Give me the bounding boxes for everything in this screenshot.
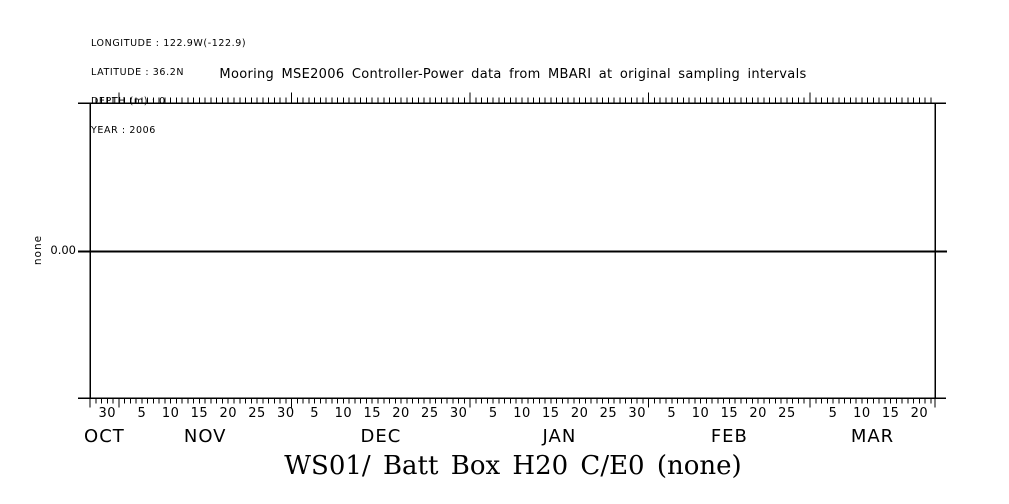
- station-metadata-block: LONGITUDE : 122.9W(-122.9) LATITUDE : 36…: [91, 20, 246, 154]
- metadata-longitude: LONGITUDE : 122.9W(-122.9): [91, 38, 247, 50]
- x-tick-label-day: 15: [190, 406, 209, 421]
- x-tick-label-day: 5: [828, 406, 838, 421]
- x-axis-month-label: DEC: [360, 426, 402, 447]
- x-tick-label-day: 15: [881, 406, 900, 421]
- x-tick-label-day: 20: [570, 406, 589, 421]
- metadata-year: YEAR : 2006: [91, 124, 156, 136]
- x-tick-label-day: 25: [421, 406, 439, 421]
- chart-title: Mooring MSE2006 Controller-Power data fr…: [219, 67, 807, 82]
- x-tick-label-day: 25: [248, 406, 266, 421]
- metadata-latitude: LATITUDE : 36.2N: [91, 66, 185, 78]
- x-tick-label-day: 20: [749, 406, 767, 421]
- x-tick-label-day: 25: [599, 406, 618, 421]
- x-tick-label-day: 5: [137, 406, 147, 421]
- x-tick-label-day: 5: [667, 406, 677, 421]
- x-tick-label-day: 25: [778, 406, 796, 421]
- x-axis-month-label: MAR: [850, 426, 895, 447]
- x-tick-label-day: 30: [449, 406, 468, 421]
- y-axis-tick-label: 0.00: [50, 243, 76, 257]
- x-tick-label-day: 15: [542, 406, 560, 421]
- x-tick-label-day: 20: [910, 406, 929, 421]
- x-tick-label-day: 5: [488, 406, 498, 421]
- y-axis-label: none: [32, 234, 44, 266]
- x-axis-month-label: JAN: [542, 426, 577, 447]
- x-tick-label-day: 10: [853, 406, 871, 421]
- x-tick-label-day: 10: [161, 406, 180, 421]
- x-tick-label-day: 10: [334, 406, 353, 421]
- x-tick-label-day: 10: [691, 406, 710, 421]
- x-axis-month-label: NOV: [183, 426, 227, 447]
- x-tick-label-day: 10: [513, 406, 531, 421]
- x-tick-label-day: 15: [720, 406, 739, 421]
- x-tick-label-day: 20: [219, 406, 238, 421]
- x-tick-label-day: 30: [628, 406, 646, 421]
- x-axis-month-label: FEB: [710, 426, 748, 447]
- x-tick-label-day: 20: [392, 406, 410, 421]
- x-tick-label-day: 15: [363, 406, 382, 421]
- x-axis-month-label: OCT: [84, 426, 125, 447]
- x-tick-label-day: 30: [98, 406, 117, 421]
- series-footer-title: WS01/ Batt Box H20 C/E0 (none): [284, 451, 742, 481]
- x-tick-label-day: 30: [277, 406, 295, 421]
- metadata-depth: DEPTH (m) : 0: [91, 95, 166, 107]
- x-tick-label-day: 5: [310, 406, 320, 421]
